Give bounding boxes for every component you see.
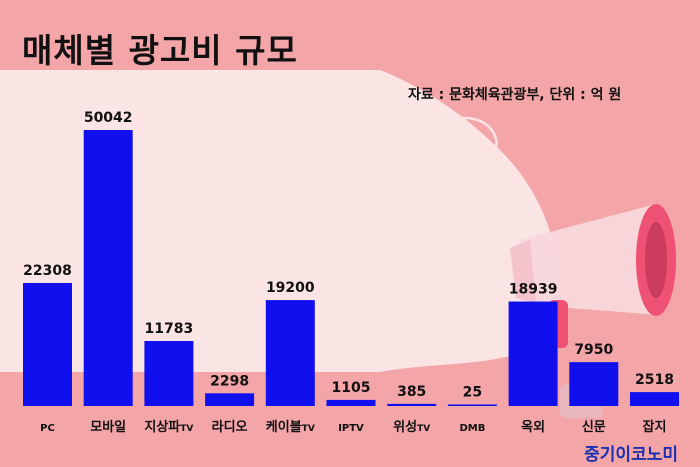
bar <box>83 130 133 406</box>
bar <box>508 301 558 406</box>
data-label: 385 <box>397 384 426 400</box>
data-label: 22308 <box>23 263 72 279</box>
category-label: DMB <box>459 423 485 434</box>
data-label: 19200 <box>266 280 315 296</box>
data-label: 2518 <box>635 372 674 388</box>
bar <box>387 403 437 406</box>
category-label: 모바일 <box>90 419 126 435</box>
page-title: 매체별 광고비 규모 <box>22 31 298 70</box>
category-label: 위성TV <box>393 420 430 435</box>
source-note: 자료 : 문화체육관광부, 단위 : 억 원 <box>408 87 622 103</box>
category-label: PC <box>40 423 55 434</box>
category-label: 지상파TV <box>144 420 193 435</box>
category-label: 옥외 <box>521 419 545 435</box>
brand-logo: 중기이코노미 <box>584 445 678 465</box>
category-label: IPTV <box>338 423 364 434</box>
data-label: 50042 <box>84 110 133 126</box>
category-label: 신문 <box>582 420 606 435</box>
bar <box>326 399 376 406</box>
data-label: 1105 <box>332 380 371 396</box>
bar <box>447 404 497 406</box>
bar <box>23 282 72 406</box>
data-label: 25 <box>463 385 482 401</box>
category-label: 케이블TV <box>266 419 315 435</box>
bar <box>569 362 619 406</box>
data-label: 2298 <box>210 373 249 389</box>
data-label: 11783 <box>145 321 194 337</box>
data-label: 7950 <box>574 342 613 358</box>
category-label: 잡지 <box>643 420 667 435</box>
bar <box>630 392 679 406</box>
category-label: 라디오 <box>212 419 248 435</box>
data-label: 18939 <box>509 282 558 298</box>
bar <box>265 300 315 406</box>
bar <box>205 393 255 406</box>
bar <box>144 341 194 406</box>
